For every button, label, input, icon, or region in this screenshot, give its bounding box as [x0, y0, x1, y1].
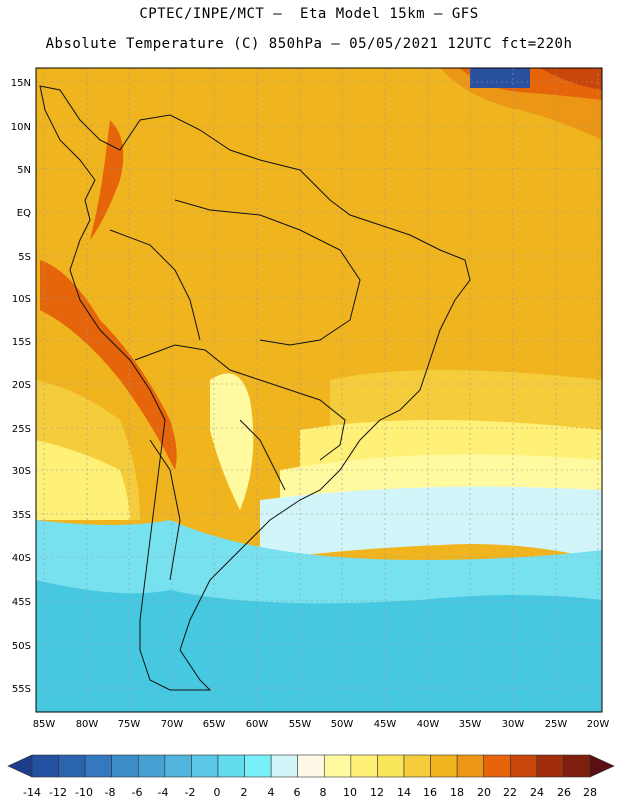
- map-subtitle: Absolute Temperature (C) 850hPa – 05/05/…: [45, 36, 573, 52]
- lat-label: 10N: [11, 122, 31, 133]
- lat-label: 35S: [12, 510, 31, 521]
- lat-label: EQ: [17, 208, 31, 219]
- longitude-labels: 85W 80W 75W 70W 65W 60W 55W 50W 45W 40W …: [33, 719, 610, 730]
- colorbar-segment: [137, 754, 166, 778]
- colorbar-segment: [217, 754, 245, 778]
- colorbar-segment: [563, 754, 591, 778]
- colorbar-segment: [350, 754, 378, 778]
- lon-label: 25W: [545, 719, 568, 730]
- colorbar: [7, 754, 615, 778]
- colorbar-segment: [58, 754, 86, 778]
- lat-label: 50S: [12, 641, 31, 652]
- lat-label: 10S: [12, 294, 31, 305]
- colorbar-label: -2: [185, 786, 196, 799]
- lat-label: 30S: [12, 466, 31, 477]
- colorbar-segment: [244, 754, 272, 778]
- lon-label: 65W: [203, 719, 226, 730]
- colorbar-segment: [84, 754, 113, 778]
- colorbar-label: 18: [450, 786, 464, 799]
- colorbar-segment: [483, 754, 511, 778]
- colorbar-label: 2: [241, 786, 248, 799]
- colorbar-label: 20: [477, 786, 491, 799]
- lon-label: 20W: [587, 719, 610, 730]
- lat-label: 5S: [18, 252, 31, 263]
- lon-label: 50W: [331, 719, 354, 730]
- colorbar-label: 14: [397, 786, 411, 799]
- temperature-field: [36, 68, 602, 712]
- lon-label: 30W: [502, 719, 525, 730]
- colorbar-segment: [31, 754, 59, 778]
- colorbar-label: 16: [423, 786, 437, 799]
- colorbar-label: -4: [158, 786, 169, 799]
- colorbar-segment: [430, 754, 458, 778]
- colorbar-label: 12: [370, 786, 384, 799]
- lat-label: 20S: [12, 380, 31, 391]
- colorbar-label: 0: [214, 786, 221, 799]
- lon-label: 60W: [246, 719, 269, 730]
- colorbar-arrow-low: [7, 754, 33, 778]
- latitude-labels: 15N 10N 5N EQ 5S 10S 15S 20S 25S 30S 35S…: [11, 78, 31, 695]
- colorbar-segment: [323, 754, 352, 778]
- colorbar-label: 28: [583, 786, 597, 799]
- colorbar-label: -10: [75, 786, 93, 799]
- colorbar-segment: [111, 754, 139, 778]
- lon-label: 45W: [374, 719, 397, 730]
- lon-label: 70W: [161, 719, 184, 730]
- lon-label: 35W: [459, 719, 482, 730]
- lat-label: 40S: [12, 553, 31, 564]
- colorbar-label: 24: [530, 786, 544, 799]
- lon-label: 40W: [417, 719, 440, 730]
- lat-label: 25S: [12, 424, 31, 435]
- lat-label: 15N: [11, 78, 31, 89]
- lat-label: 15S: [12, 337, 31, 348]
- map-title: CPTEC/INPE/MCT – Eta Model 15km – GFS: [139, 6, 479, 22]
- colorbar-label: 10: [343, 786, 357, 799]
- graticule: [36, 68, 602, 712]
- coastline: [39, 85, 471, 691]
- lon-label: 75W: [118, 719, 141, 730]
- lon-label: 55W: [289, 719, 312, 730]
- colorbar-segment: [377, 754, 405, 778]
- map-frame: [35, 67, 603, 713]
- colorbar-label: 6: [294, 786, 301, 799]
- colorbar-label: -14: [23, 786, 41, 799]
- colorbar-label: 22: [503, 786, 517, 799]
- colorbar-label: 8: [320, 786, 327, 799]
- lon-label: 80W: [76, 719, 99, 730]
- colorbar-label: 26: [557, 786, 571, 799]
- colorbar-segment: [456, 754, 485, 778]
- colorbar-segment: [270, 754, 299, 778]
- colorbar-label: 4: [268, 786, 275, 799]
- lat-label: 45S: [12, 597, 31, 608]
- colorbar-label: -6: [132, 786, 143, 799]
- colorbar-segment: [509, 754, 538, 778]
- colorbar-segment: [536, 754, 564, 778]
- colorbar-labels: -14 -12 -10 -8 -6 -4 -2 0 2 4 6 8 10 12 …: [23, 786, 597, 799]
- colorbar-arrow-high: [589, 754, 615, 778]
- lon-label: 85W: [33, 719, 56, 730]
- lat-label: 55S: [12, 684, 31, 695]
- colorbar-segment: [297, 754, 325, 778]
- lat-label: 5N: [17, 165, 31, 176]
- colorbar-segment: [403, 754, 431, 778]
- colorbar-label: -12: [49, 786, 67, 799]
- colorbar-segment: [164, 754, 192, 778]
- colorbar-label: -8: [105, 786, 116, 799]
- colorbar-segment: [191, 754, 219, 778]
